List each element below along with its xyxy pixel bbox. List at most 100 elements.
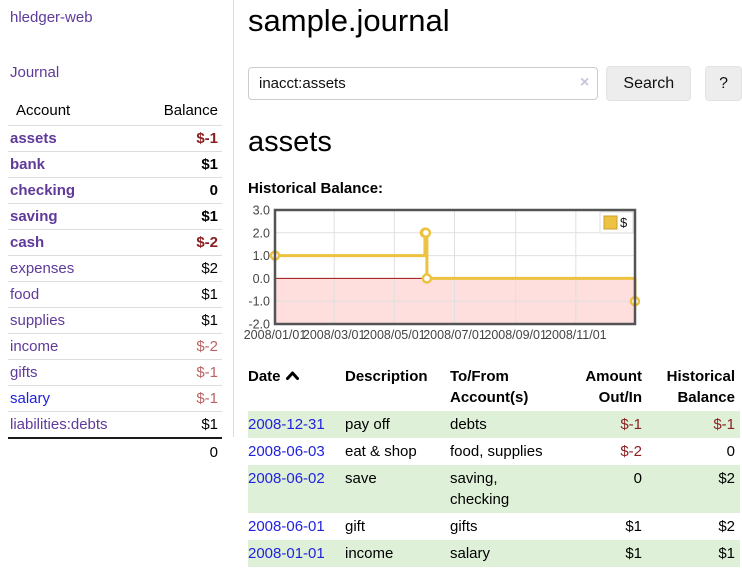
account-balance: $-1 bbox=[137, 385, 222, 412]
account-balance: $-1 bbox=[137, 359, 222, 386]
svg-text:0.0: 0.0 bbox=[253, 272, 270, 286]
transaction-balance: $-1 bbox=[713, 416, 735, 433]
sidebar: hledger-web Journal Account Balance asse… bbox=[0, 0, 232, 465]
accounts-column-header: To/From Account(s) bbox=[450, 368, 529, 406]
total-balance: 0 bbox=[137, 437, 222, 465]
transaction-date-link[interactable]: 2008-06-02 bbox=[248, 470, 325, 487]
transaction-date-link[interactable]: 2008-12-31 bbox=[248, 416, 325, 433]
chart-heading: Historical Balance: bbox=[248, 180, 384, 197]
account-row: gifts $-1 bbox=[8, 359, 222, 386]
transaction-balance: $1 bbox=[718, 545, 735, 562]
search-input[interactable] bbox=[248, 67, 599, 100]
description-column-header: Description bbox=[345, 368, 428, 385]
svg-text:2008/03/01: 2008/03/01 bbox=[303, 328, 366, 342]
svg-text:2008/05/01: 2008/05/01 bbox=[363, 328, 426, 342]
svg-text:2008/09/01: 2008/09/01 bbox=[484, 328, 547, 342]
register-header-row: Date Description To/From Account(s) Amou… bbox=[248, 364, 740, 411]
account-balance-table: Account Balance assets $-1 bank $1 check… bbox=[8, 97, 222, 465]
transaction-description: eat & shop bbox=[345, 443, 417, 460]
account-heading: assets bbox=[248, 126, 332, 158]
transaction-accounts: gifts bbox=[450, 518, 478, 535]
transaction-description: pay off bbox=[345, 416, 390, 433]
account-row: checking 0 bbox=[8, 177, 222, 204]
transaction-balance: $2 bbox=[718, 518, 735, 535]
account-row: expenses $2 bbox=[8, 255, 222, 282]
svg-text:2.0: 2.0 bbox=[253, 226, 270, 240]
sidebar-item-journal[interactable]: Journal bbox=[10, 64, 60, 81]
transaction-description: save bbox=[345, 470, 377, 487]
account-balance: $-1 bbox=[137, 125, 222, 152]
account-row: saving $1 bbox=[8, 203, 222, 230]
account-link-saving[interactable]: saving bbox=[10, 208, 58, 225]
svg-text:-1.0: -1.0 bbox=[248, 295, 270, 309]
account-column-header: Account bbox=[8, 97, 138, 126]
account-link-salary[interactable]: salary bbox=[10, 390, 51, 407]
sort-asc-icon bbox=[285, 366, 300, 387]
transaction-description: income bbox=[345, 545, 394, 562]
account-link-liabilities-debts[interactable]: liabilities:debts bbox=[10, 416, 108, 433]
transaction-description: gift bbox=[345, 518, 366, 535]
account-balance: $1 bbox=[137, 411, 222, 439]
transaction-date-link[interactable]: 2008-06-01 bbox=[248, 518, 325, 535]
transaction-accounts: saving, checking bbox=[450, 470, 510, 508]
transaction-row: 2008-12-31 pay off debts $-1 $-1 bbox=[248, 411, 740, 438]
account-balance: $1 bbox=[137, 281, 222, 308]
transaction-amount: $-1 bbox=[620, 416, 642, 433]
account-link-bank[interactable]: bank bbox=[10, 156, 46, 173]
date-column-header[interactable]: Date bbox=[248, 364, 345, 411]
historical-balance-chart: $3.0 2.0 1.0 0.0 -1.0 -2.0 2008/01/01 2008/03/0… bbox=[244, 203, 648, 351]
transaction-accounts: food, supplies bbox=[450, 443, 543, 460]
svg-text:2008/07/01: 2008/07/01 bbox=[423, 328, 486, 342]
account-row: assets $-1 bbox=[8, 125, 222, 152]
account-link-checking[interactable]: checking bbox=[10, 182, 76, 199]
account-link-income[interactable]: income bbox=[10, 338, 59, 355]
amount-column-header: Amount Out/In bbox=[585, 368, 642, 406]
transaction-accounts: debts bbox=[450, 416, 487, 433]
svg-text:3.0: 3.0 bbox=[253, 204, 270, 218]
svg-text:-2.0: -2.0 bbox=[248, 318, 270, 332]
account-balance: $1 bbox=[137, 307, 222, 334]
transaction-amount: $1 bbox=[625, 545, 642, 562]
svg-text:2008/11/01: 2008/11/01 bbox=[545, 328, 607, 342]
account-balance: $1 bbox=[137, 203, 222, 230]
transaction-balance: $2 bbox=[718, 470, 735, 487]
account-link-supplies[interactable]: supplies bbox=[10, 312, 66, 329]
account-row: salary $-1 bbox=[8, 385, 222, 412]
sidebar-divider bbox=[233, 0, 234, 437]
account-row: food $1 bbox=[8, 281, 222, 308]
search-button[interactable]: Search bbox=[606, 66, 692, 101]
account-link-assets[interactable]: assets bbox=[10, 130, 57, 147]
transaction-date-link[interactable]: 2008-06-03 bbox=[248, 443, 325, 460]
transaction-accounts: salary bbox=[450, 545, 491, 562]
account-row: cash $-2 bbox=[8, 229, 222, 256]
account-link-gifts[interactable]: gifts bbox=[10, 364, 38, 381]
transaction-amount: $-2 bbox=[620, 443, 642, 460]
balance-column-header: Balance bbox=[137, 97, 222, 126]
account-balance: $2 bbox=[137, 255, 222, 282]
account-link-cash[interactable]: cash bbox=[10, 234, 45, 251]
transaction-row: 2008-06-03 eat & shop food, supplies $-2… bbox=[248, 438, 740, 465]
search-bar: × Search ? bbox=[248, 66, 742, 101]
transaction-balance: 0 bbox=[726, 443, 735, 460]
balance-column-header: Historical Balance bbox=[666, 368, 735, 406]
svg-text:$: $ bbox=[620, 215, 628, 230]
account-link-food[interactable]: food bbox=[10, 286, 40, 303]
transaction-row: 2008-01-01 income salary $1 $1 bbox=[248, 540, 740, 567]
register-table: Date Description To/From Account(s) Amou… bbox=[248, 364, 740, 567]
app-title-link[interactable]: hledger-web bbox=[10, 9, 93, 26]
transaction-date-link[interactable]: 2008-01-01 bbox=[248, 545, 325, 562]
account-link-expenses[interactable]: expenses bbox=[10, 260, 75, 277]
account-balance: $1 bbox=[137, 151, 222, 178]
clear-search-icon[interactable]: × bbox=[580, 74, 590, 91]
transaction-amount: $1 bbox=[625, 518, 642, 535]
account-row: bank $1 bbox=[8, 151, 222, 178]
svg-text:1.0: 1.0 bbox=[253, 249, 270, 263]
svg-text:2008/01/01: 2008/01/01 bbox=[244, 328, 307, 342]
page-title: sample.journal bbox=[248, 3, 450, 38]
account-row: income $-2 bbox=[8, 333, 222, 360]
account-row: liabilities:debts $1 bbox=[8, 411, 222, 439]
transaction-row: 2008-06-01 gift gifts $1 $2 bbox=[248, 513, 740, 540]
help-button[interactable]: ? bbox=[705, 66, 742, 101]
account-balance: $-2 bbox=[137, 229, 222, 256]
